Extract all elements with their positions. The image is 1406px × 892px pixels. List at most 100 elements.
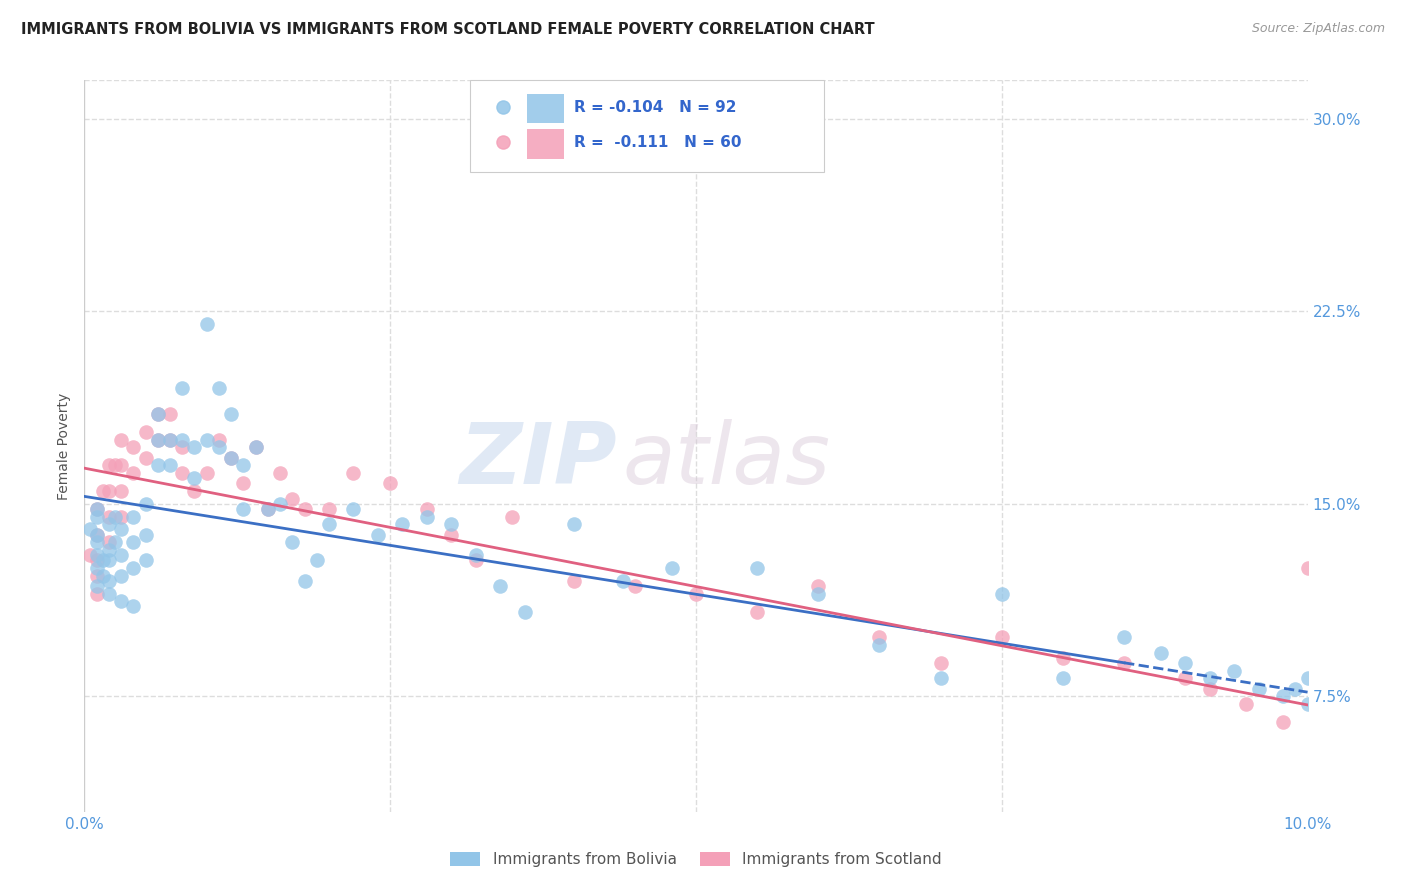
- Point: [380, 476, 402, 491]
- Point: [110, 509, 132, 524]
- FancyBboxPatch shape: [527, 129, 564, 159]
- Point: [104, 509, 127, 524]
- Point: [86, 509, 108, 524]
- Point: [747, 605, 769, 619]
- Point: [183, 483, 205, 498]
- Point: [1296, 671, 1319, 685]
- Point: [1358, 697, 1381, 711]
- Point: [1346, 664, 1368, 678]
- Point: [232, 458, 254, 473]
- Point: [110, 568, 132, 582]
- Point: [172, 381, 194, 395]
- Point: [991, 630, 1014, 644]
- Point: [172, 440, 194, 454]
- Point: [122, 509, 145, 524]
- Point: [294, 501, 316, 516]
- Point: [91, 483, 114, 498]
- Point: [1369, 707, 1392, 722]
- Point: [219, 407, 242, 421]
- Point: [97, 535, 120, 549]
- Point: [269, 497, 291, 511]
- Point: [416, 509, 439, 524]
- Point: [219, 450, 242, 465]
- Point: [183, 440, 205, 454]
- FancyBboxPatch shape: [527, 95, 564, 123]
- Point: [869, 638, 891, 652]
- Text: ZIP: ZIP: [458, 419, 616, 502]
- Point: [135, 497, 157, 511]
- Point: [97, 574, 120, 588]
- Point: [1150, 646, 1173, 660]
- Point: [97, 517, 120, 532]
- Point: [110, 594, 132, 608]
- Point: [172, 466, 194, 480]
- Legend: Immigrants from Bolivia, Immigrants from Scotland: Immigrants from Bolivia, Immigrants from…: [444, 847, 948, 873]
- Point: [104, 535, 127, 549]
- Point: [86, 579, 108, 593]
- Point: [1223, 664, 1246, 678]
- Point: [1333, 702, 1355, 716]
- Point: [146, 407, 169, 421]
- Point: [440, 527, 463, 541]
- Point: [869, 630, 891, 644]
- Point: [1382, 723, 1405, 737]
- Point: [807, 586, 830, 600]
- Point: [208, 440, 231, 454]
- Point: [79, 523, 101, 537]
- Point: [1236, 697, 1258, 711]
- Point: [159, 407, 181, 421]
- Text: IMMIGRANTS FROM BOLIVIA VS IMMIGRANTS FROM SCOTLAND FEMALE POVERTY CORRELATION C: IMMIGRANTS FROM BOLIVIA VS IMMIGRANTS FR…: [21, 22, 875, 37]
- Point: [807, 579, 830, 593]
- Point: [661, 561, 683, 575]
- Point: [97, 543, 120, 558]
- Point: [232, 476, 254, 491]
- Point: [97, 509, 120, 524]
- Point: [232, 501, 254, 516]
- Point: [257, 501, 280, 516]
- Point: [86, 561, 108, 575]
- Point: [367, 527, 389, 541]
- Point: [1174, 671, 1197, 685]
- Point: [110, 433, 132, 447]
- Point: [208, 433, 231, 447]
- Point: [489, 579, 512, 593]
- Point: [86, 548, 108, 562]
- Point: [991, 586, 1014, 600]
- Point: [1320, 690, 1343, 704]
- Point: [1296, 697, 1319, 711]
- Point: [245, 440, 267, 454]
- Point: [97, 458, 120, 473]
- Point: [159, 458, 181, 473]
- Point: [1198, 681, 1220, 696]
- Point: [97, 586, 120, 600]
- Point: [747, 561, 769, 575]
- Point: [391, 517, 413, 532]
- Point: [1114, 630, 1136, 644]
- Point: [1358, 758, 1381, 772]
- Point: [146, 433, 169, 447]
- Point: [146, 458, 169, 473]
- Point: [195, 466, 218, 480]
- Point: [110, 523, 132, 537]
- Point: [97, 483, 120, 498]
- Point: [464, 548, 486, 562]
- Point: [135, 425, 157, 439]
- Point: [195, 433, 218, 447]
- Point: [929, 656, 952, 670]
- Text: atlas: atlas: [623, 419, 831, 502]
- Point: [104, 458, 127, 473]
- Point: [91, 553, 114, 567]
- Point: [342, 501, 364, 516]
- Point: [135, 553, 157, 567]
- Point: [122, 561, 145, 575]
- Point: [1320, 740, 1343, 755]
- Text: Source: ZipAtlas.com: Source: ZipAtlas.com: [1251, 22, 1385, 36]
- Point: [135, 450, 157, 465]
- Point: [562, 517, 585, 532]
- Point: [464, 553, 486, 567]
- Point: [110, 458, 132, 473]
- Point: [1272, 714, 1295, 729]
- Point: [110, 483, 132, 498]
- Point: [1052, 671, 1074, 685]
- Point: [1052, 650, 1074, 665]
